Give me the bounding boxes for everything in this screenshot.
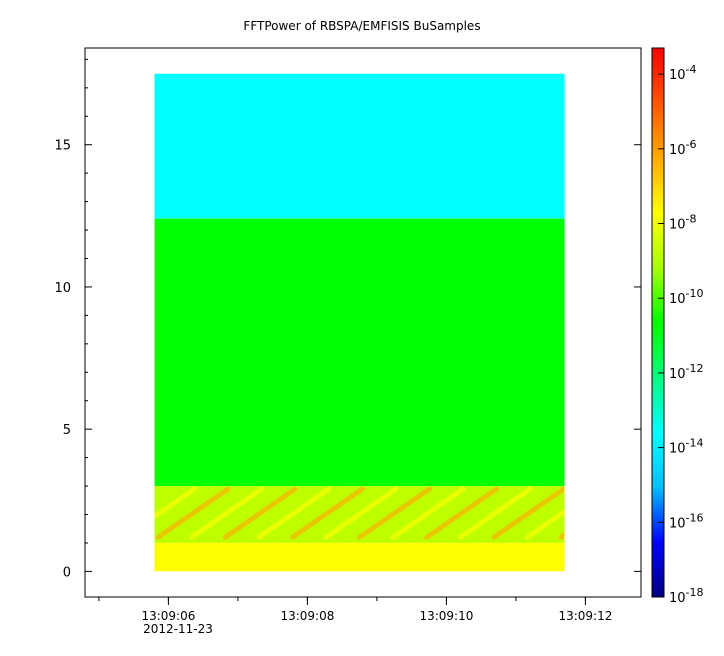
colorbar-tick-label: 10-10 bbox=[669, 287, 704, 307]
emission-streak bbox=[390, 486, 466, 540]
colorbar-tick-label: 10-6 bbox=[669, 138, 697, 158]
x-tick-label: 13:09:06 bbox=[141, 609, 195, 623]
y-tick-label: 0 bbox=[63, 565, 71, 580]
y-tick-label: 15 bbox=[54, 139, 71, 154]
emission-streak bbox=[457, 486, 533, 540]
emission-streak bbox=[524, 508, 565, 540]
x-tick-date-label: 2012-11-23 bbox=[143, 622, 213, 636]
emission-streak bbox=[289, 486, 365, 540]
emission-streak bbox=[189, 486, 265, 540]
emission-streak bbox=[154, 486, 197, 520]
y-axis: 0 5 10 15 bbox=[54, 58, 641, 580]
emission-streak bbox=[323, 486, 399, 540]
emission-streak bbox=[222, 486, 298, 540]
emission-streak bbox=[155, 486, 231, 540]
x-tick-label: 13:09:12 bbox=[558, 609, 612, 623]
spectrogram-image bbox=[154, 73, 565, 572]
emission-streak bbox=[491, 486, 565, 540]
emission-streak bbox=[357, 486, 433, 540]
spectrogram-band-3 bbox=[154, 542, 565, 572]
colorbar-tick-label: 10-8 bbox=[669, 213, 697, 233]
spectrogram-band-0 bbox=[154, 73, 565, 219]
y-tick-label: 5 bbox=[63, 423, 71, 438]
spectrogram-band-1 bbox=[154, 218, 565, 487]
y-tick-label: 10 bbox=[54, 281, 71, 296]
colorbar-tick-label: 10-18 bbox=[669, 586, 704, 606]
colorbar bbox=[651, 47, 665, 598]
colorbar-tick-label: 10-14 bbox=[669, 437, 704, 457]
colorbar-tick-label: 10-4 bbox=[669, 63, 697, 83]
colorbar-axis: 10-4 10-6 10-8 10-10 10-12 10-14 10-16 10-18 bbox=[658, 63, 704, 606]
colorbar-tick-label: 10-16 bbox=[669, 511, 704, 531]
emission-streaks bbox=[154, 486, 565, 540]
emission-streak bbox=[256, 486, 332, 540]
colorbar-tick-label: 10-12 bbox=[669, 362, 704, 382]
chart-title: FFTPower of RBSPA/EMFISIS BuSamples bbox=[243, 19, 480, 33]
x-axis: 13:09:06 13:09:08 13:09:10 13:09:12 bbox=[98, 597, 612, 623]
x-tick-label: 13:09:08 bbox=[280, 609, 334, 623]
emission-streak bbox=[424, 486, 500, 540]
x-tick-label: 13:09:10 bbox=[419, 609, 473, 623]
